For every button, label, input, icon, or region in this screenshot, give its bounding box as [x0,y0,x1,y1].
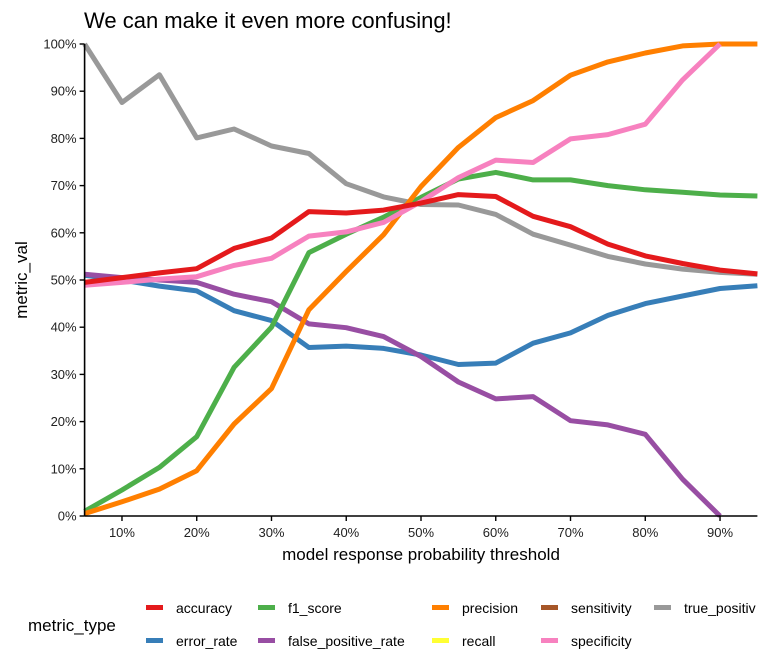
legend-item-true-positiv: true_positiv [654,600,756,616]
x-tick-label: 30% [258,525,284,540]
x-tick-label: 90% [707,525,733,540]
legend-label: f1_score [288,600,342,616]
legend-item-accuracy: accuracy [146,600,232,616]
series-line-f1-score [83,169,758,514]
legend-title: metric_type [28,616,116,635]
y-tick-label: 80% [51,131,77,146]
x-axis-ticks: 10% 20% 30% 40% 50% 60% 70% 80% 90% [109,516,733,540]
series-line-accuracy [84,192,758,285]
legend-key [654,605,671,610]
legend-key [541,605,558,610]
series-layer [82,41,758,518]
x-tick-label: 80% [632,525,658,540]
legend: metric_type accuracy error_rate f1_scorefa… [28,600,756,649]
legend-key [146,638,163,643]
legend-label: precision [462,600,518,616]
legend-item-f1-score: f1_score [258,600,342,616]
x-tick-label: 60% [483,525,509,540]
x-tick-label: 40% [333,525,359,540]
legend-key [258,638,275,643]
legend-label: specificity [571,633,632,649]
chart-title: We can make it even more confusing! [84,8,452,33]
x-tick-label: 10% [109,525,135,540]
legend-item-precision: precision [432,600,518,616]
y-tick-label: 70% [51,178,77,193]
legend-key [258,605,275,610]
legend-label: sensitivity [571,600,632,616]
legend-item-specificity: specificity [541,633,632,649]
legend-key [146,605,163,610]
legend-label: true_positiv [684,600,756,616]
y-tick-label: 90% [51,84,77,99]
legend-key [432,605,449,610]
legend-key [541,638,558,643]
legend-item-sensitivity: sensitivity [541,600,632,616]
y-tick-label: 30% [51,367,77,382]
series-line-error-rate [84,272,758,367]
x-tick-label: 50% [408,525,434,540]
y-tick-label: 0% [58,509,77,524]
x-axis-title: model response probability threshold [282,545,560,564]
series-line-true-positive [82,42,758,277]
legend-label: error_rate [176,633,238,649]
series-line-specificity [84,42,722,288]
legend-item-error-rate: error_rate [146,633,238,649]
x-tick-label: 20% [184,525,210,540]
y-tick-label: 10% [51,461,77,476]
y-axis-title: metric_val [12,241,31,318]
legend-item-false-positive-rate: false_positive_rate [258,633,405,649]
legend-label: false_positive_rate [288,633,405,649]
legend-label: accuracy [176,600,232,616]
y-tick-label: 60% [51,225,77,240]
legend-item-recall: recall [432,633,495,649]
y-tick-label: 20% [51,414,77,429]
y-axis-ticks: 0% 10% 20% 30% 40% 50% 60% 70% 80% 90% 100% [43,37,85,524]
series-line-false-positive-rate [84,271,722,518]
legend-label: recall [462,633,495,649]
x-tick-label: 70% [557,525,583,540]
legend-key [432,638,449,643]
series-line-precision [83,41,758,516]
y-tick-label: 50% [51,273,77,288]
y-tick-label: 40% [51,320,77,335]
y-tick-label: 100% [43,37,77,52]
